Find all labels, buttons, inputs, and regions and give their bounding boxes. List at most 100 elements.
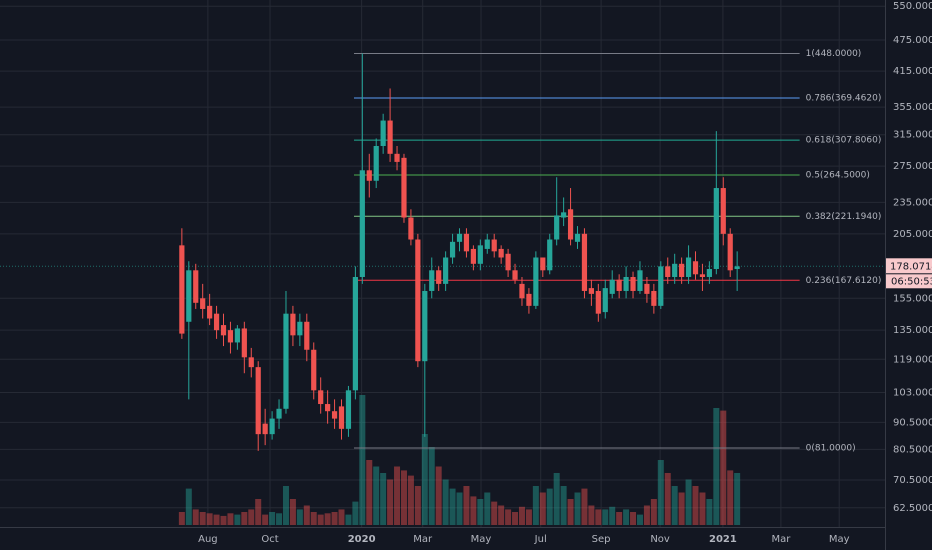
volume-bar [414,486,421,525]
volume-bar [206,513,213,525]
candle-body [630,276,636,291]
fib-label: 0.786(369.4620) [806,93,882,103]
volume-bar [616,512,623,525]
candle-body [658,266,664,306]
candle-body [220,325,227,336]
x-tick-label: Mar [413,534,433,545]
volume-bar [400,470,407,525]
fib-label: 0.382(221.1940) [806,212,882,222]
candle-body [290,313,296,336]
candle-body [359,170,365,277]
candle-body [470,248,476,264]
candle-body [526,293,532,306]
volume-bar [220,515,227,525]
volume-bar [588,505,595,525]
volume-bar [518,506,525,525]
candle-body [616,279,622,291]
volume-bar [289,499,296,525]
y-tick-label: 415.0000 [893,66,932,77]
y-tick-label: 90.5000 [893,417,932,428]
volume-bar [262,514,269,525]
candle-body [387,120,393,154]
candle-body [401,157,407,218]
y-tick-label: 315.0000 [893,130,932,141]
x-tick-label: Oct [261,534,278,545]
volume-bar [282,486,289,525]
y-tick-label: 62.5000 [893,503,932,514]
candle-body [505,253,511,271]
volume-bar [442,479,449,525]
y-tick-label: 355.0000 [893,102,932,113]
volume-bar [324,513,331,525]
y-tick-label: 155.0000 [893,293,932,304]
volume-bar [484,492,491,525]
volume-bar [636,514,643,525]
candle-body [672,263,678,277]
volume-bar [720,410,727,525]
candle-body [679,263,685,277]
candle-body [554,215,560,240]
fib-label: 0(81.0000) [806,443,856,453]
volume-bar [234,514,241,525]
candle-body [179,245,185,334]
countdown-badge [886,274,932,289]
volume-bar [595,509,602,525]
volume-bar [331,512,338,525]
volume-bar [421,434,428,525]
volume-bar [539,492,546,525]
volume-bar [498,505,505,525]
volume-bar [706,499,713,525]
x-tick-label: Aug [198,534,218,545]
volume-bar [352,501,359,525]
y-tick-label: 205.0000 [893,229,932,240]
volume-bar [394,466,401,525]
volume-bar [456,492,463,525]
x-tick-label: Jul [534,534,547,545]
volume-bar [532,486,539,525]
volume-bar [470,496,477,525]
volume-bar [248,509,255,525]
candle-body [581,233,588,291]
candle-body [380,120,386,146]
volume-bar [276,513,283,525]
x-tick-label: Nov [650,534,670,545]
candle-body [519,283,525,299]
last-price-label: 178.0714 [890,261,932,272]
y-tick-label: 235.0000 [893,197,932,208]
volume-bar [255,499,262,525]
candle-body [373,145,379,181]
volume-bar [491,501,498,525]
volume-bar [512,512,519,525]
candle-body [547,239,553,271]
volume-bar [657,460,664,525]
x-tick-label: May [471,534,492,545]
candle-body [304,321,310,350]
volume-bar [505,509,512,525]
candle-body [207,305,213,319]
candle-body [574,233,581,242]
price-badge [886,258,932,274]
volume-bar [574,492,581,525]
y-tick-label: 135.0000 [893,325,932,336]
candle-body [609,279,615,294]
volume-bar [199,512,206,525]
volume-bar [241,512,248,525]
volume-bar [581,488,588,525]
volume-bar [623,509,630,525]
candle-body [338,406,345,429]
candle-body [331,411,338,419]
candle-body [588,288,594,294]
candle-body [533,257,539,306]
volume-bar [692,486,699,525]
y-tick-label: 80.5000 [893,444,932,455]
candle-body [443,257,449,284]
x-tick-label: May [829,534,850,545]
x-tick-label: Mar [771,534,791,545]
volume-bar [602,509,609,525]
volume-bar [373,466,380,525]
volume-bar [227,513,234,525]
volume-bar [560,486,567,525]
volume-bar [192,509,199,525]
candle-body [345,390,352,429]
volume-bar [630,512,637,525]
